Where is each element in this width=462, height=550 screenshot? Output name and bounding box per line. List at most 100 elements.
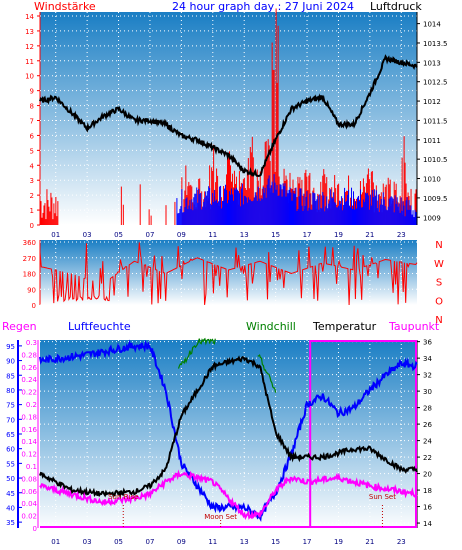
humidity-tick-label: 45	[6, 490, 15, 498]
dewpoint-title: Taupunkt	[388, 320, 440, 333]
rain-tick-label: 0.06	[21, 488, 37, 496]
rain-tick-label: 0.1	[26, 463, 37, 471]
pressure-tick-label: 1011.5	[423, 117, 448, 125]
x-tick-label: 01	[51, 231, 60, 239]
humidity-title: Luftfeuchte	[68, 320, 131, 333]
temperature-tick-label: 30	[423, 388, 432, 396]
x-tick-label: 23	[397, 538, 406, 546]
rain-tick-label: 0.12	[21, 451, 37, 459]
windchill-line-2	[257, 353, 277, 393]
direction-tick-label: 90	[27, 286, 36, 294]
compass-label: S	[436, 278, 442, 289]
x-tick-label: 17	[303, 231, 312, 239]
rain-tick-label: 0.24	[21, 376, 37, 384]
humidity-tick-label: 50	[6, 475, 15, 483]
rain-tick-label: 0	[33, 525, 37, 533]
x-tick-label: 15	[271, 538, 280, 546]
x-tick-label: 09	[177, 538, 186, 546]
humidity-tick-label: 75	[6, 402, 15, 410]
x-tick-label: 13	[240, 538, 249, 546]
windchill-line	[177, 337, 216, 369]
pressure-line	[39, 54, 418, 178]
wind-tick-label: 3	[30, 177, 34, 185]
compass-label: W	[434, 259, 444, 270]
temperature-tick-label: 28	[423, 405, 432, 413]
temperature-tick-label: 32	[423, 372, 432, 380]
x-tick-label: 03	[83, 231, 92, 239]
temperature-tick-label: 24	[423, 438, 432, 446]
wind-tick-label: 1	[30, 207, 34, 215]
x-tick-label: 09	[177, 231, 186, 239]
x-tick-label: 15	[271, 231, 280, 239]
rain-tick-label: 0.26	[21, 364, 37, 372]
temperature-tick-label: 22	[423, 454, 432, 462]
sunset-box	[309, 340, 417, 528]
x-tick-label: 01	[51, 538, 60, 546]
dewpoint-line	[39, 469, 418, 520]
direction-tick-label: 360	[23, 239, 36, 247]
humidity-tick-label: 95	[6, 343, 15, 351]
humidity-tick-label: 35	[6, 519, 15, 527]
rain-tick-label: 0.28	[21, 351, 37, 359]
pressure-tick-label: 1012.5	[423, 79, 448, 87]
wind-tick-label: 6	[30, 132, 35, 140]
wind-tick-label: 10	[25, 73, 34, 81]
wind-tick-label: 11	[25, 58, 34, 66]
x-tick-label: 11	[208, 538, 217, 546]
x-tick-label: 11	[208, 231, 217, 239]
header-right-label: Luftdruck	[370, 0, 422, 13]
humidity-tick-label: 90	[6, 358, 15, 366]
x-tick-label: 07	[145, 538, 154, 546]
wind-tick-label: 0	[30, 222, 34, 230]
rain-title: Regen	[2, 320, 37, 333]
x-tick-label: 21	[365, 538, 374, 546]
humidity-tick-label: 80	[6, 387, 15, 395]
humidity-tick-label: 85	[6, 372, 15, 380]
compass-label: O	[435, 296, 443, 307]
pressure-tick-label: 1009	[423, 214, 441, 222]
x-tick-label: 05	[114, 538, 123, 546]
rain-tick-label: 0.2	[26, 401, 37, 409]
x-tick-label: 19	[334, 538, 343, 546]
compass-label: N	[435, 240, 442, 251]
moonset-label: Moon Set	[204, 513, 237, 521]
wind-tick-label: 4	[30, 162, 35, 170]
sunset-label: Sun Set	[369, 493, 396, 501]
pressure-tick-label: 1013.5	[423, 40, 448, 48]
x-tick-label: 23	[397, 231, 406, 239]
rain-tick-label: 0.22	[21, 389, 37, 397]
wind-tick-label: 13	[25, 28, 34, 36]
humidity-tick-label: 55	[6, 460, 15, 468]
pressure-tick-label: 1013	[423, 59, 441, 67]
temperature-tick-label: 20	[423, 471, 432, 479]
humidity-tick-label: 40	[6, 504, 15, 512]
pressure-tick-label: 1012	[423, 98, 441, 106]
temperature-tick-label: 16	[423, 504, 432, 512]
windchill-title: Windchill	[246, 320, 296, 333]
rain-tick-label: 0.04	[21, 500, 37, 508]
temperature-tick-label: 14	[423, 520, 432, 528]
rain-tick-label: 0.16	[21, 426, 37, 434]
pressure-tick-label: 1014	[423, 21, 441, 29]
humidity-tick-label: 70	[6, 416, 15, 424]
humidity-line	[39, 339, 418, 522]
wind-tick-label: 2	[30, 192, 34, 200]
x-tick-label: 05	[114, 231, 123, 239]
wind-tick-label: 14	[25, 13, 34, 21]
rain-tick-label: 0.18	[21, 413, 37, 421]
pressure-tick-label: 1010.5	[423, 156, 448, 164]
pressure-tick-label: 1010	[423, 176, 441, 184]
direction-line	[39, 242, 418, 306]
wind-tick-label: 9	[30, 88, 34, 96]
temperature-tick-label: 34	[423, 355, 432, 363]
pressure-tick-label: 1011	[423, 137, 441, 145]
humidity-tick-label: 60	[6, 446, 15, 454]
temperature-tick-label: 26	[423, 421, 432, 429]
wind-tick-label: 12	[25, 43, 34, 51]
x-tick-label: 17	[303, 538, 312, 546]
chart-marks: 0123456789101112131410091009.510101010.5…	[6, 8, 448, 546]
rain-tick-label: 0.08	[21, 475, 37, 483]
temperature-tick-label: 36	[423, 339, 432, 347]
